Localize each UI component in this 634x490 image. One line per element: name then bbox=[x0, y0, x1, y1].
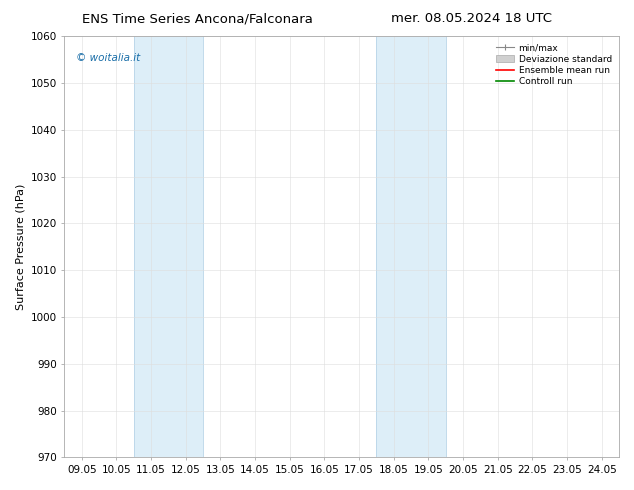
Text: ENS Time Series Ancona/Falconara: ENS Time Series Ancona/Falconara bbox=[82, 12, 313, 25]
Text: mer. 08.05.2024 18 UTC: mer. 08.05.2024 18 UTC bbox=[391, 12, 552, 25]
Y-axis label: Surface Pressure (hPa): Surface Pressure (hPa) bbox=[15, 184, 25, 310]
Text: © woitalia.it: © woitalia.it bbox=[75, 53, 139, 63]
Legend: min/max, Deviazione standard, Ensemble mean run, Controll run: min/max, Deviazione standard, Ensemble m… bbox=[493, 41, 614, 89]
Bar bbox=[134, 36, 203, 457]
Bar bbox=[377, 36, 446, 457]
